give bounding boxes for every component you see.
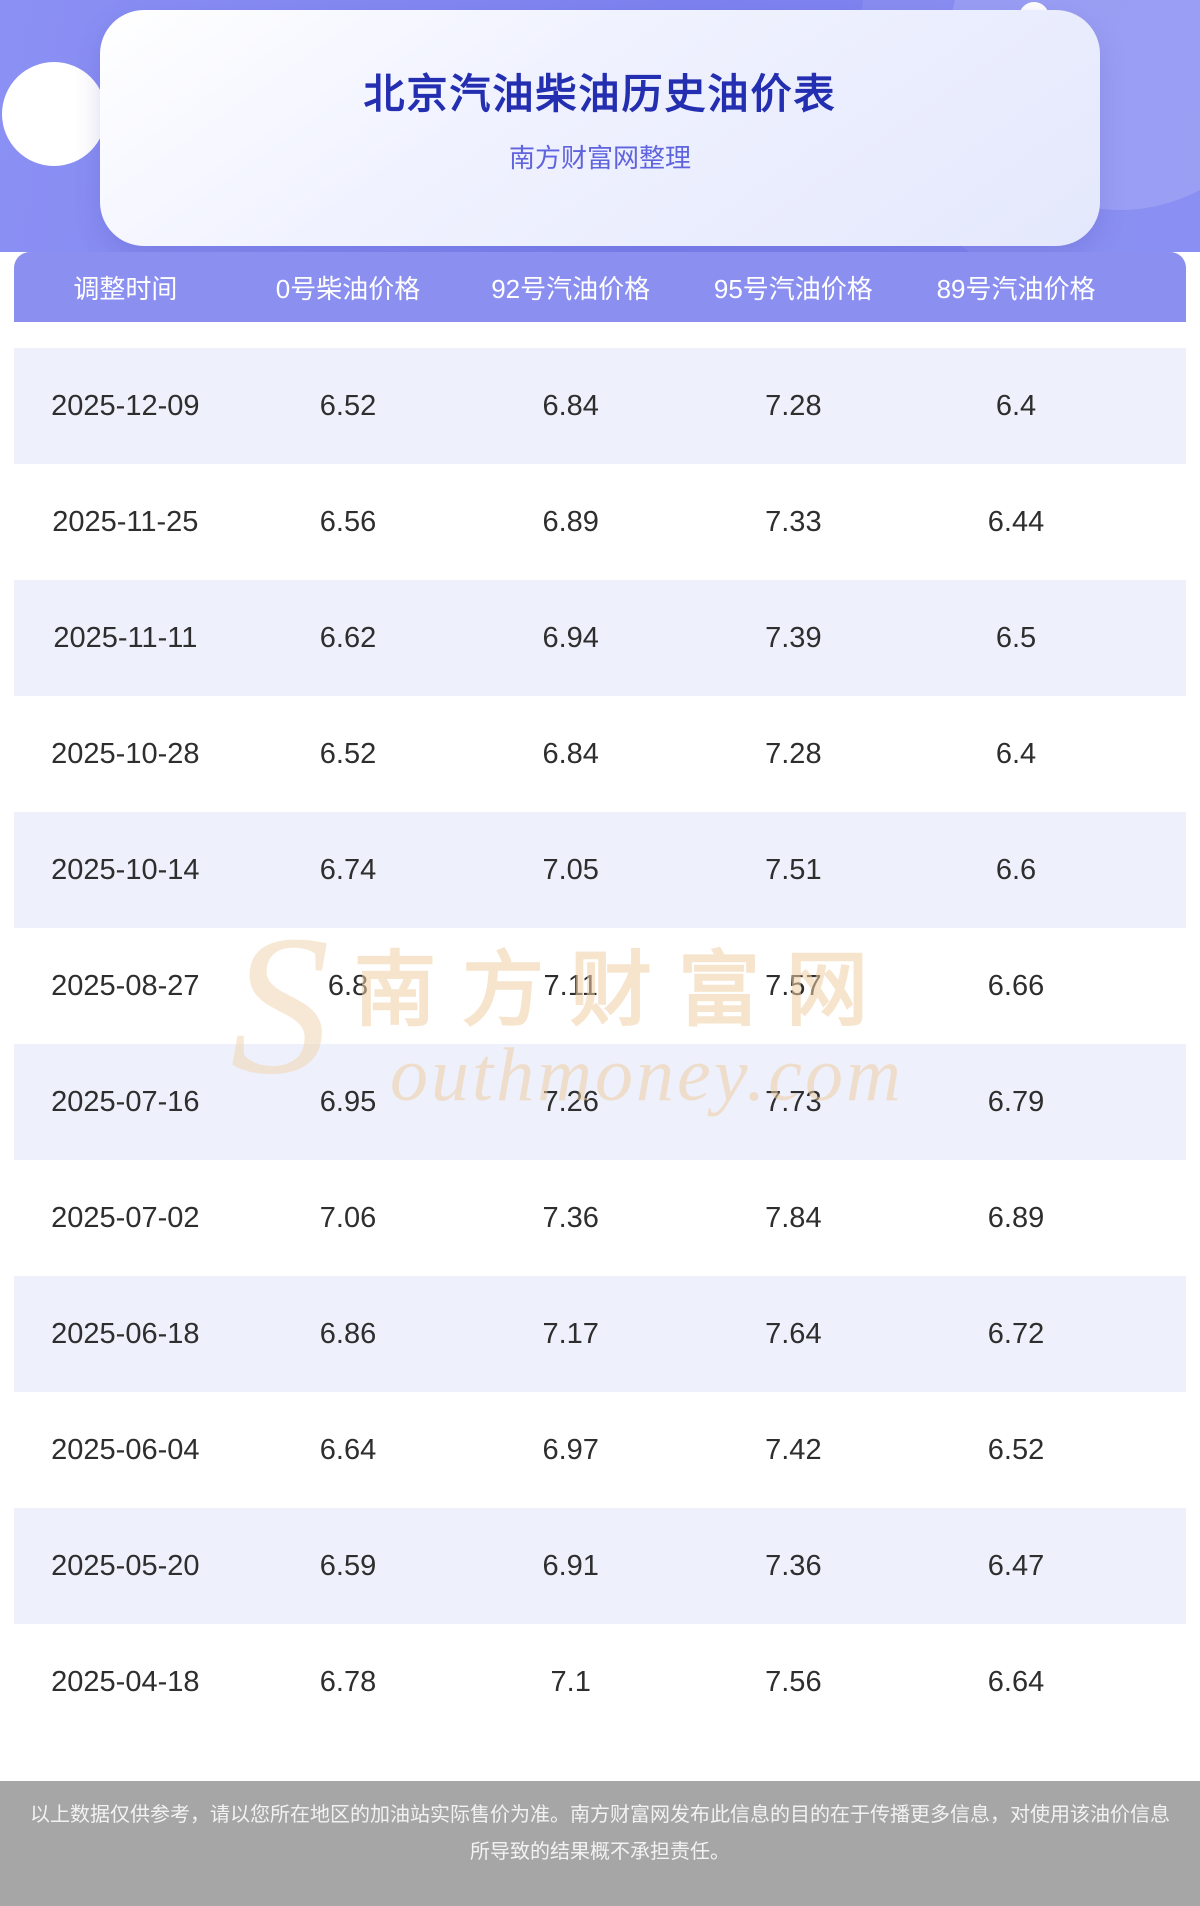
row-gasoline-89-price: 6.47: [987, 1549, 1045, 1582]
row-gasoline-92-price: 7.1: [550, 1665, 591, 1698]
row-gasoline-95-price: 7.57: [765, 969, 822, 1002]
row-gasoline-92-price: 7.26: [542, 1085, 599, 1118]
row-gasoline-92-price: 7.11: [543, 969, 598, 1002]
page-subtitle: 南方财富网整理: [508, 143, 691, 173]
row-gasoline-89-price: 6.64: [987, 1665, 1045, 1698]
table-row: 2025-06-18 6.86 7.17 7.64 6.72: [14, 1276, 1186, 1392]
row-adjust-date: 2025-08-27: [51, 969, 200, 1002]
table-row: 2025-07-16 6.95 7.26 7.73 6.79: [14, 1044, 1186, 1160]
row-adjust-date: 2025-10-28: [51, 737, 200, 770]
row-gasoline-95-price: 7.51: [765, 853, 822, 886]
row-gasoline-89-price: 6.4: [995, 737, 1037, 770]
row-gasoline-95-price: 7.42: [765, 1433, 822, 1466]
row-gasoline-89-price: 6.52: [987, 1433, 1045, 1466]
row-adjust-date: 2025-11-25: [52, 505, 199, 538]
disclaimer-text: 以上数据仅供参考，请以您所在地区的加油站实际售价为准。南方财富网发布此信息的目的…: [30, 1804, 1170, 1863]
column-header-gasoline-89: 89号汽油价格: [936, 273, 1096, 304]
price-table-body: 2025-12-09 6.52 6.84 7.28 6.4 2025-11-25 6.56 6…: [14, 322, 1186, 1740]
table-row: 2025-04-18 6.78 7.1 7.56 6.64: [14, 1624, 1186, 1740]
row-gasoline-89-price: 6.6: [995, 853, 1037, 886]
row-gasoline-89-price: 6.4: [995, 389, 1037, 422]
row-gasoline-89-price: 6.89: [987, 1201, 1045, 1234]
price-table-header-row: 调整时间 0号柴油价格 92号汽油价格 95号汽油价格 89号汽油价格: [14, 252, 1186, 322]
table-row: 2025-07-02 7.06 7.36 7.84 6.89: [14, 1160, 1186, 1276]
title-card: 北京汽油柴油历史油价表 南方财富网整理: [100, 10, 1100, 246]
row-gasoline-92-price: 6.94: [542, 621, 599, 654]
row-diesel-0-price: 6.74: [319, 853, 377, 886]
row-gasoline-95-price: 7.36: [765, 1549, 822, 1582]
row-diesel-0-price: 6.62: [319, 621, 377, 654]
row-diesel-0-price: 6.52: [319, 737, 377, 770]
column-header-diesel-0: 0号柴油价格: [275, 273, 421, 304]
row-gasoline-89-price: 6.44: [987, 505, 1045, 538]
row-diesel-0-price: 6.95: [319, 1085, 377, 1118]
row-adjust-date: 2025-12-09: [51, 389, 200, 422]
table-row: 2025-10-28 6.52 6.84 7.28 6.4: [14, 696, 1186, 812]
row-adjust-date: 2025-04-18: [51, 1665, 200, 1698]
row-adjust-date: 2025-06-18: [51, 1317, 200, 1350]
page-footer: 以上数据仅供参考，请以您所在地区的加油站实际售价为准。南方财富网发布此信息的目的…: [0, 1781, 1200, 1906]
row-diesel-0-price: 6.8: [327, 969, 369, 1002]
table-row: 2025-06-04 6.64 6.97 7.42 6.52: [14, 1392, 1186, 1508]
column-header-gasoline-92: 92号汽油价格: [491, 273, 651, 304]
row-gasoline-92-price: 7.36: [542, 1201, 599, 1234]
column-header-gasoline-95: 95号汽油价格: [713, 273, 873, 304]
row-gasoline-92-price: 6.91: [542, 1549, 599, 1582]
row-adjust-date: 2025-07-02: [51, 1201, 200, 1234]
row-gasoline-95-price: 7.56: [765, 1665, 822, 1698]
row-adjust-date: 2025-10-14: [51, 853, 200, 886]
row-diesel-0-price: 6.64: [319, 1433, 377, 1466]
row-gasoline-89-price: 6.72: [987, 1317, 1045, 1350]
row-gasoline-89-price: 6.5: [995, 621, 1037, 654]
row-adjust-date: 2025-05-20: [51, 1549, 200, 1582]
row-diesel-0-price: 6.56: [319, 505, 377, 538]
row-gasoline-89-price: 6.66: [987, 969, 1045, 1002]
row-adjust-date: 2025-07-16: [51, 1085, 200, 1118]
row-adjust-date: 2025-06-04: [51, 1433, 200, 1466]
table-row: 2025-12-09 6.52 6.84 7.28 6.4: [14, 348, 1186, 464]
row-gasoline-92-price: 6.84: [542, 737, 599, 770]
decor-circle-white-left: [2, 62, 106, 166]
row-diesel-0-price: 6.59: [319, 1549, 377, 1582]
table-row: 2025-10-14 6.74 7.05 7.51 6.6: [14, 812, 1186, 928]
column-header-adjust-date: 调整时间: [73, 273, 178, 304]
price-table: 调整时间 0号柴油价格 92号汽油价格 95号汽油价格 89号汽油价格 2025…: [14, 252, 1186, 1740]
table-row: 2025-11-11 6.62 6.94 7.39 6.5: [14, 580, 1186, 696]
row-diesel-0-price: 6.86: [319, 1317, 377, 1350]
page-title: 北京汽油柴油历史油价表: [363, 71, 837, 117]
row-gasoline-92-price: 7.17: [542, 1317, 599, 1350]
row-gasoline-95-price: 7.64: [765, 1317, 822, 1350]
page-header: 北京汽油柴油历史油价表 南方财富网整理: [0, 0, 1200, 252]
row-gasoline-95-price: 7.33: [765, 505, 822, 538]
row-adjust-date: 2025-11-11: [53, 621, 198, 654]
row-gasoline-95-price: 7.28: [765, 737, 822, 770]
row-gasoline-92-price: 7.05: [542, 853, 599, 886]
row-gasoline-92-price: 6.89: [542, 505, 599, 538]
table-row: 2025-05-20 6.59 6.91 7.36 6.47: [14, 1508, 1186, 1624]
table-row: 2025-11-25 6.56 6.89 7.33 6.44: [14, 464, 1186, 580]
row-gasoline-92-price: 6.97: [542, 1433, 599, 1466]
row-gasoline-95-price: 7.73: [765, 1085, 822, 1118]
row-gasoline-92-price: 6.84: [542, 389, 599, 422]
table-row: 2025-08-27 6.8 7.11 7.57 6.66: [14, 928, 1186, 1044]
row-gasoline-89-price: 6.79: [987, 1085, 1045, 1118]
row-gasoline-95-price: 7.84: [765, 1201, 822, 1234]
row-gasoline-95-price: 7.28: [765, 389, 822, 422]
row-gasoline-95-price: 7.39: [765, 621, 822, 654]
row-diesel-0-price: 6.78: [319, 1665, 377, 1698]
row-diesel-0-price: 6.52: [319, 389, 377, 422]
row-diesel-0-price: 7.06: [319, 1201, 377, 1234]
